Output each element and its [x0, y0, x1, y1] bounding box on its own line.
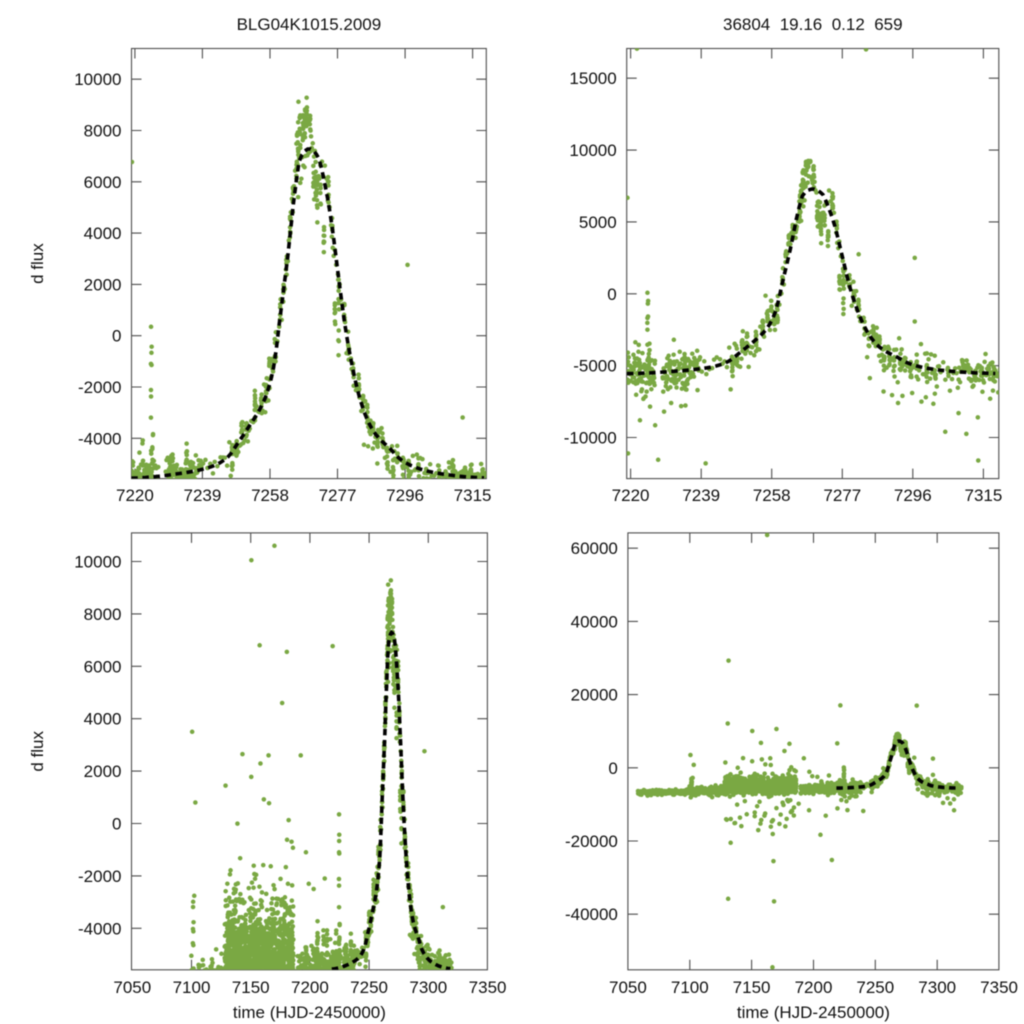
svg-text:7350: 7350 [469, 978, 507, 997]
svg-text:7277: 7277 [823, 486, 861, 505]
svg-text:7277: 7277 [319, 486, 357, 505]
svg-text:0: 0 [608, 759, 617, 778]
svg-text:7239: 7239 [183, 486, 221, 505]
svg-text:60000: 60000 [571, 539, 618, 558]
svg-text:15000: 15000 [569, 69, 616, 88]
svg-text:-2000: -2000 [78, 378, 121, 397]
svg-text:d flux: d flux [28, 243, 47, 284]
svg-text:0: 0 [607, 285, 616, 304]
svg-text:7239: 7239 [682, 486, 720, 505]
svg-text:6000: 6000 [84, 657, 122, 676]
svg-text:7220: 7220 [612, 486, 650, 505]
svg-text:7150: 7150 [733, 978, 771, 997]
svg-text:-5000: -5000 [573, 357, 616, 376]
svg-text:7250: 7250 [856, 978, 894, 997]
svg-text:0: 0 [112, 815, 121, 834]
svg-text:7258: 7258 [753, 486, 791, 505]
svg-text:4000: 4000 [84, 224, 122, 243]
svg-text:-2000: -2000 [78, 867, 121, 886]
svg-text:8000: 8000 [84, 605, 122, 624]
svg-text:-10000: -10000 [564, 429, 617, 448]
svg-text:d flux: d flux [28, 730, 47, 771]
svg-text:7200: 7200 [795, 978, 833, 997]
svg-text:7200: 7200 [291, 978, 329, 997]
svg-text:time (HJD-2450000): time (HJD-2450000) [737, 1003, 890, 1022]
svg-text:7150: 7150 [232, 978, 270, 997]
svg-text:7100: 7100 [173, 978, 211, 997]
svg-text:7350: 7350 [980, 978, 1018, 997]
svg-text:7258: 7258 [251, 486, 289, 505]
svg-text:time (HJD-2450000): time (HJD-2450000) [233, 1003, 386, 1022]
svg-text:10000: 10000 [74, 70, 121, 89]
svg-text:7296: 7296 [894, 486, 932, 505]
svg-text:0: 0 [112, 327, 121, 346]
svg-text:7315: 7315 [454, 486, 492, 505]
svg-text:BLG04K1015.2009: BLG04K1015.2009 [237, 15, 382, 34]
svg-text:8000: 8000 [84, 122, 122, 141]
svg-text:10000: 10000 [74, 553, 121, 572]
svg-text:7296: 7296 [386, 486, 424, 505]
svg-text:7100: 7100 [671, 978, 709, 997]
svg-text:2000: 2000 [84, 275, 122, 294]
svg-text:7300: 7300 [918, 978, 956, 997]
svg-text:7050: 7050 [113, 978, 151, 997]
svg-text:5000: 5000 [579, 213, 617, 232]
svg-text:7220: 7220 [116, 486, 154, 505]
svg-text:4000: 4000 [84, 710, 122, 729]
svg-text:40000: 40000 [571, 612, 618, 631]
svg-text:20000: 20000 [571, 686, 618, 705]
svg-text:-40000: -40000 [565, 905, 618, 924]
svg-text:6000: 6000 [84, 173, 122, 192]
svg-text:-4000: -4000 [78, 919, 121, 938]
svg-text:-20000: -20000 [565, 832, 618, 851]
svg-text:36804 19.16 0.12 659: 36804 19.16 0.12 659 [723, 15, 903, 34]
svg-text:-4000: -4000 [78, 429, 121, 448]
svg-text:10000: 10000 [569, 141, 616, 160]
svg-text:7250: 7250 [350, 978, 388, 997]
svg-text:7315: 7315 [964, 486, 1002, 505]
svg-text:7050: 7050 [609, 978, 647, 997]
svg-text:7300: 7300 [409, 978, 447, 997]
svg-text:2000: 2000 [84, 762, 122, 781]
